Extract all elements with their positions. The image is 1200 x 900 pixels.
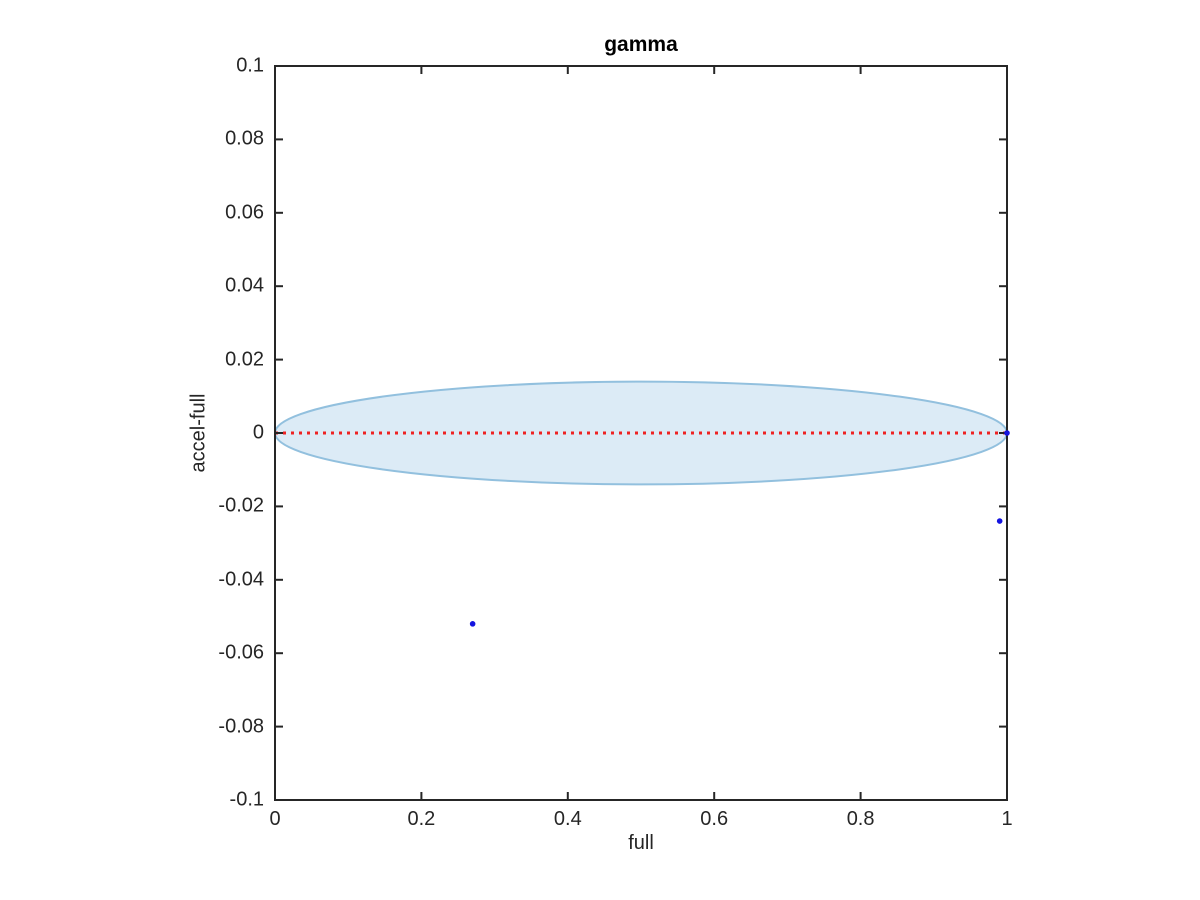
y-axis-label: accel-full <box>187 393 210 473</box>
x-tick-label: 0.6 <box>700 808 729 830</box>
x-axis-label: full <box>628 832 654 854</box>
x-tick-label: 0.4 <box>553 808 582 830</box>
y-tick-label: 0.08 <box>225 127 264 150</box>
y-tick-label: -0.04 <box>218 568 264 591</box>
y-tick-label: 0.04 <box>225 274 264 297</box>
y-tick-label: 0.1 <box>236 54 264 77</box>
data-point <box>1004 430 1010 436</box>
y-tick-label: -0.02 <box>218 494 264 517</box>
y-tick-label: -0.1 <box>229 788 264 811</box>
y-tick-label: 0.06 <box>225 201 264 224</box>
x-tick-label: 0.8 <box>846 808 875 830</box>
y-tick-label: 0.02 <box>225 348 264 371</box>
x-tick-label: 0 <box>269 808 281 830</box>
x-tick-label: 0.2 <box>407 808 436 830</box>
chart-title: gamma <box>604 33 678 56</box>
y-tick-label: -0.06 <box>218 641 264 664</box>
y-tick-label: 0 <box>252 421 264 444</box>
confidence-ellipse <box>274 380 1008 486</box>
x-tick-label: 1 <box>1001 808 1013 830</box>
y-tick-label: -0.08 <box>218 715 264 738</box>
data-point <box>469 621 476 627</box>
data-point <box>996 518 1003 524</box>
